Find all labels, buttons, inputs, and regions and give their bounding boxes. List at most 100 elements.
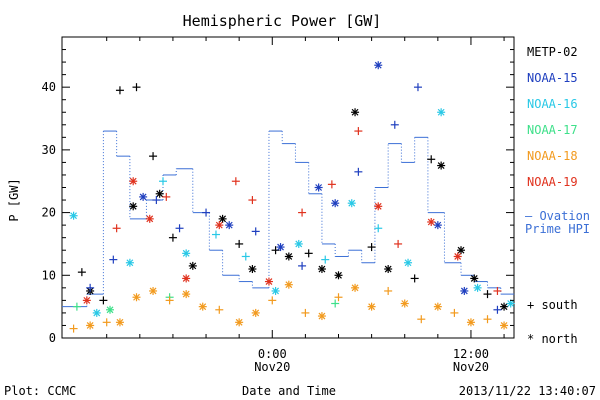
south-point <box>162 192 171 201</box>
north-point <box>317 312 326 321</box>
legend-entry: NOAA-16 <box>527 97 578 111</box>
y-tick-label: 20 <box>42 206 56 220</box>
plot-axes <box>61 36 515 339</box>
south-point <box>427 155 436 164</box>
north-point <box>284 252 293 261</box>
south-point <box>251 227 260 236</box>
south-point <box>231 177 240 186</box>
legend-entry: NOAA-19 <box>527 175 578 189</box>
x-axis-label: Date and Time <box>242 384 336 398</box>
south-point <box>410 274 419 283</box>
north-point <box>92 308 101 317</box>
south-point <box>211 230 220 239</box>
north-point <box>188 261 197 270</box>
north-point <box>317 265 326 274</box>
south-point <box>132 83 141 92</box>
y-axis-label: P [GW] <box>7 178 21 221</box>
south-point <box>298 261 307 270</box>
north-point <box>460 286 469 295</box>
north-point <box>182 274 191 283</box>
north-point <box>235 318 244 327</box>
north-point <box>225 221 234 230</box>
north-point <box>132 293 141 302</box>
south-point <box>86 283 95 292</box>
x-tick-label-date: Nov20 <box>453 360 489 374</box>
south-point <box>417 315 426 324</box>
south-point <box>202 208 211 217</box>
north-point <box>351 283 360 292</box>
data-points <box>69 61 515 333</box>
ovation-series <box>62 130 514 308</box>
south-point <box>99 296 108 305</box>
north-point <box>86 321 95 330</box>
south-point <box>394 239 403 248</box>
north-point <box>500 302 509 311</box>
south-point <box>248 196 257 205</box>
south-point <box>168 233 177 242</box>
north-point <box>314 183 323 192</box>
south-point <box>69 324 78 333</box>
north-point <box>251 308 260 317</box>
south-point <box>304 249 313 258</box>
plot-timestamp: 2013/11/22 13:40:07 <box>459 384 596 398</box>
north-point <box>374 202 383 211</box>
x-tick-label-time: 0:00 <box>258 347 287 361</box>
north-point <box>433 302 442 311</box>
south-point <box>115 86 124 95</box>
north-point <box>470 274 479 283</box>
south-point <box>483 290 492 299</box>
marker-legend-entry: * north <box>527 332 578 346</box>
south-point <box>384 286 393 295</box>
south-point <box>235 239 244 248</box>
north-point <box>506 299 515 308</box>
south-point <box>109 255 118 264</box>
south-point <box>298 208 307 217</box>
north-point <box>453 252 462 261</box>
north-point <box>129 177 138 186</box>
south-point <box>72 302 81 311</box>
y-tick-label: 0 <box>49 331 56 345</box>
north-point <box>384 265 393 274</box>
south-point <box>149 152 158 161</box>
north-point <box>437 161 446 170</box>
north-point <box>500 321 509 330</box>
south-point <box>215 305 224 314</box>
north-point <box>351 108 360 117</box>
marker-legend: + south * north <box>527 298 578 346</box>
south-point <box>175 224 184 233</box>
north-point <box>334 271 343 280</box>
north-point <box>182 290 191 299</box>
north-point <box>437 108 446 117</box>
north-point <box>374 61 383 70</box>
north-point <box>457 246 466 255</box>
marker-legend-entry: + south <box>527 298 578 312</box>
north-point <box>427 217 436 226</box>
south-point <box>334 293 343 302</box>
south-point <box>268 296 277 305</box>
south-point <box>374 224 383 233</box>
north-point <box>82 296 91 305</box>
north-point <box>264 277 273 286</box>
north-point <box>198 302 207 311</box>
north-point <box>466 318 475 327</box>
south-point <box>165 296 174 305</box>
north-point <box>139 192 148 201</box>
legend-entry: NOAA-18 <box>527 149 578 163</box>
north-point <box>125 258 134 267</box>
north-point <box>367 302 376 311</box>
axis-ticks: 0102030400:00Nov2012:00Nov200:00Nov2112:… <box>42 36 514 374</box>
north-point <box>182 249 191 258</box>
x-tick-label-date: Nov20 <box>254 360 290 374</box>
north-point <box>276 243 285 252</box>
north-point <box>155 189 164 198</box>
legend: METP-02 NOAA-15 NOAA-16 NOAA-17 NOAA-18 NOAA-… <box>527 45 578 189</box>
south-point <box>321 255 330 264</box>
north-point <box>218 214 227 223</box>
ovation-legend-line2: Prime HPI <box>525 222 590 236</box>
north-point <box>271 286 280 295</box>
north-point <box>433 221 442 230</box>
legend-entry: NOAA-17 <box>527 123 578 137</box>
south-point <box>450 308 459 317</box>
south-point <box>354 127 363 136</box>
